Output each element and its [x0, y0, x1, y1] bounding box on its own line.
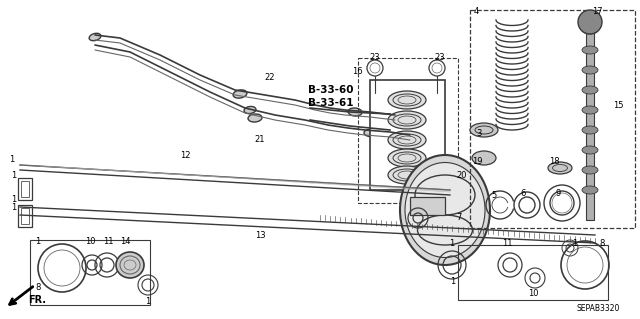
- Ellipse shape: [582, 126, 598, 134]
- Text: 22: 22: [265, 73, 275, 83]
- Text: 1: 1: [10, 155, 15, 165]
- Text: 20: 20: [457, 170, 467, 180]
- Ellipse shape: [388, 111, 426, 129]
- Ellipse shape: [472, 151, 496, 165]
- Text: 4: 4: [474, 8, 479, 17]
- Text: 1: 1: [12, 172, 17, 181]
- Ellipse shape: [248, 114, 262, 122]
- Bar: [586, 20, 594, 220]
- Text: 1: 1: [12, 196, 17, 204]
- Text: 3: 3: [476, 129, 482, 137]
- Ellipse shape: [348, 108, 362, 116]
- Text: 1: 1: [35, 238, 40, 247]
- Text: 1: 1: [12, 203, 17, 211]
- Ellipse shape: [388, 166, 426, 184]
- Ellipse shape: [582, 106, 598, 114]
- Text: 18: 18: [548, 158, 559, 167]
- Ellipse shape: [405, 162, 485, 257]
- Ellipse shape: [470, 123, 498, 137]
- Text: 1: 1: [572, 239, 578, 248]
- Text: 10: 10: [528, 288, 538, 298]
- Bar: [21, 208, 29, 224]
- Ellipse shape: [582, 146, 598, 154]
- Text: 1: 1: [449, 239, 454, 248]
- Text: SEPAB3320: SEPAB3320: [577, 304, 620, 313]
- Bar: [21, 181, 29, 197]
- Ellipse shape: [582, 186, 598, 194]
- Ellipse shape: [582, 46, 598, 54]
- Bar: [358, 58, 458, 203]
- Ellipse shape: [582, 166, 598, 174]
- Text: 8: 8: [599, 239, 605, 248]
- Ellipse shape: [244, 107, 256, 114]
- Ellipse shape: [400, 155, 490, 265]
- Ellipse shape: [116, 252, 144, 278]
- Text: 23: 23: [435, 53, 445, 62]
- Text: 7: 7: [456, 213, 461, 222]
- Bar: [410, 197, 445, 215]
- Ellipse shape: [582, 66, 598, 74]
- Bar: [458, 245, 608, 300]
- Ellipse shape: [388, 149, 426, 167]
- Bar: [370, 80, 445, 190]
- Text: 16: 16: [352, 68, 362, 77]
- Circle shape: [578, 10, 602, 34]
- Text: 15: 15: [612, 100, 623, 109]
- Text: 19: 19: [472, 158, 483, 167]
- Text: 1: 1: [451, 278, 456, 286]
- Ellipse shape: [388, 91, 426, 109]
- Text: 17: 17: [592, 8, 602, 17]
- Text: FR.: FR.: [28, 295, 46, 305]
- Ellipse shape: [233, 90, 247, 98]
- Bar: [470, 10, 635, 228]
- Text: 1: 1: [145, 298, 150, 307]
- Ellipse shape: [364, 130, 376, 137]
- Text: B-33-61: B-33-61: [308, 98, 353, 108]
- Text: 21: 21: [255, 136, 265, 145]
- Text: 9: 9: [556, 189, 561, 197]
- Text: B-33-60: B-33-60: [308, 85, 353, 95]
- Text: 13: 13: [255, 231, 266, 240]
- Bar: [18, 205, 32, 227]
- Bar: [18, 178, 32, 200]
- Ellipse shape: [89, 33, 101, 41]
- Text: 23: 23: [370, 53, 380, 62]
- Text: 11: 11: [103, 238, 113, 247]
- Text: 5: 5: [492, 190, 497, 199]
- Text: 10: 10: [84, 238, 95, 247]
- Text: 14: 14: [120, 238, 131, 247]
- Text: 12: 12: [180, 151, 190, 160]
- Bar: [30, 240, 150, 305]
- Ellipse shape: [548, 162, 572, 174]
- Text: 6: 6: [520, 189, 525, 198]
- Ellipse shape: [388, 131, 426, 149]
- Ellipse shape: [582, 26, 598, 34]
- Text: 11: 11: [502, 239, 512, 248]
- Text: 8: 8: [35, 284, 41, 293]
- Ellipse shape: [582, 86, 598, 94]
